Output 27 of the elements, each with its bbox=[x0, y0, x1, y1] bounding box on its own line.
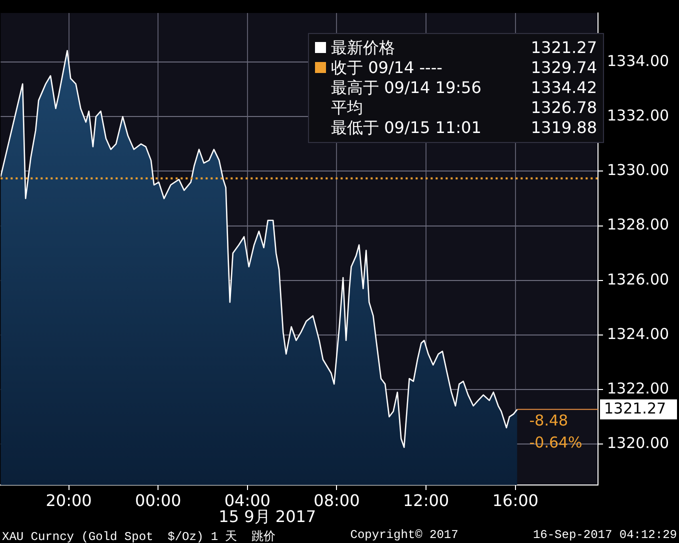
x-axis-title: 15 9月 2017 bbox=[218, 507, 316, 526]
y-tick-label: 1334.00 bbox=[607, 52, 670, 70]
x-tick-label: 20:00 bbox=[46, 490, 92, 510]
annotation: -0.64% bbox=[529, 433, 582, 452]
legend-label: 最新价格 bbox=[331, 38, 396, 58]
text: 平均 1326.78 bbox=[331, 98, 597, 117]
y-tick-label: 1324.00 bbox=[607, 324, 670, 343]
text: 最低于 09/15 11:01 1319.88 bbox=[331, 118, 597, 137]
annotation: 1321.27 bbox=[604, 399, 666, 418]
y-tick-label: 1328.00 bbox=[607, 216, 670, 234]
y-tick-label: 1320.00 bbox=[607, 434, 670, 452]
y-tick-label: 1332.00 bbox=[607, 106, 670, 125]
text: 16-Sep-2017 04:12:29 bbox=[532, 528, 677, 543]
text: 收于 09/14 ---- 1329.74 bbox=[331, 58, 597, 77]
x-tick-label: 16:00 bbox=[492, 490, 538, 510]
text: XAU Curncy (Gold Spot $/Oz) 1 天 跳价 bbox=[2, 529, 276, 543]
x-tick-label: 00:00 bbox=[135, 490, 182, 510]
x-tick-label: 08:00 bbox=[314, 490, 360, 510]
x-tick-label: 04:00 bbox=[224, 490, 270, 510]
y-tick-label: 1322.00 bbox=[607, 379, 670, 398]
y-tick-label: 1326.00 bbox=[607, 270, 670, 288]
text: Copyright© 2017 bbox=[350, 528, 458, 543]
text: 1321.27 bbox=[530, 38, 597, 57]
x-tick-label: 12:00 bbox=[403, 490, 450, 510]
y-tick-label: 1330.00 bbox=[607, 161, 670, 180]
annotation: -8.48 bbox=[529, 411, 568, 430]
text: 最高于 09/14 19:56 1334.42 bbox=[331, 78, 597, 97]
